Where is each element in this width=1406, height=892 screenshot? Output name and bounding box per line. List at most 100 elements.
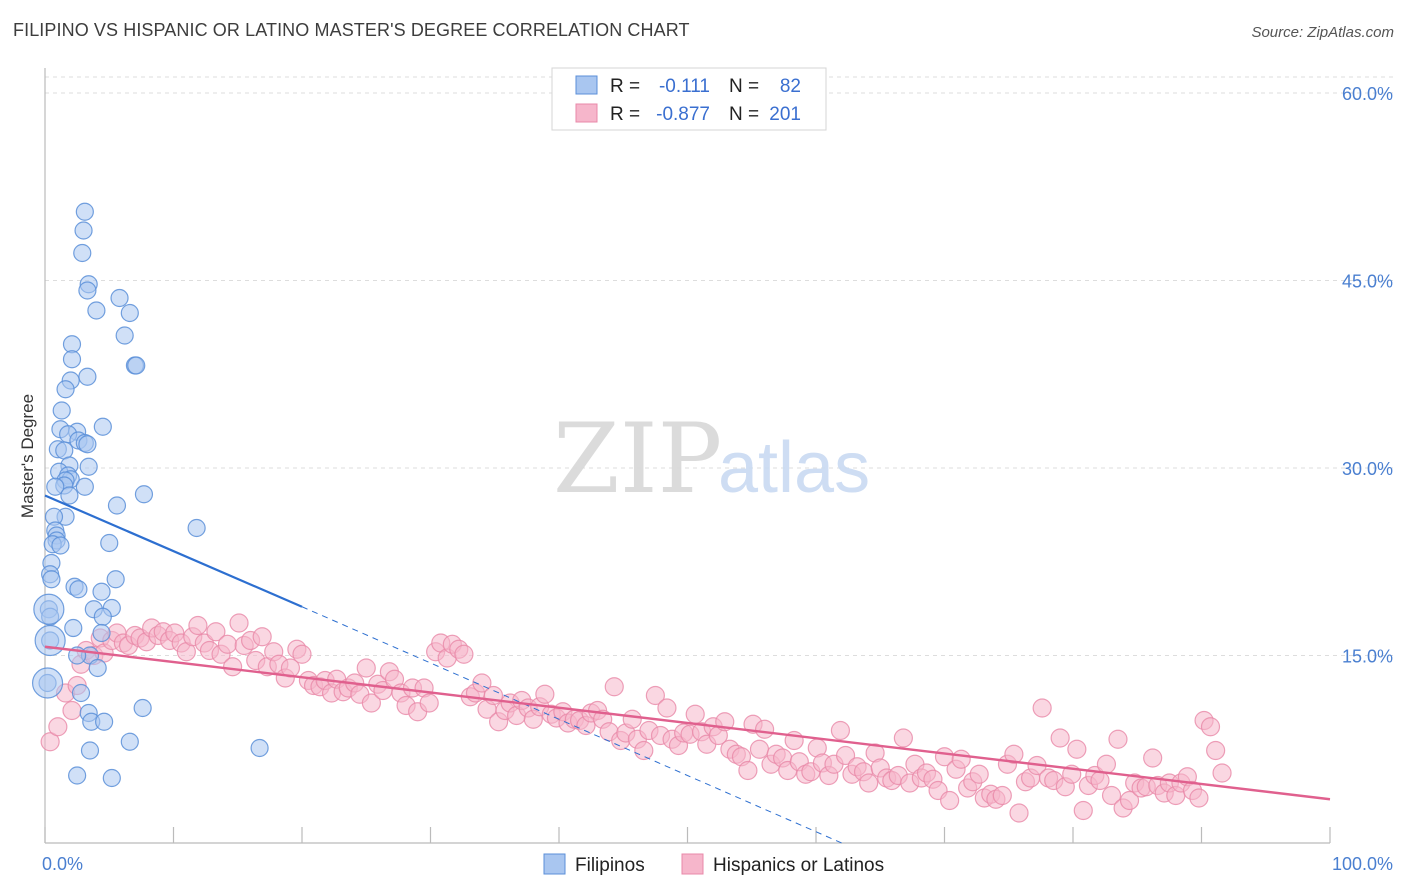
filipino-point-52 (69, 580, 88, 599)
hispanic-point-201 (1206, 740, 1226, 761)
watermark: ZIP atlas (553, 403, 870, 515)
filipino-point-10 (62, 350, 82, 369)
bottom-legend-swatch-filipinos (543, 853, 566, 875)
filipino-point-36 (60, 486, 79, 505)
x-ticks (44, 827, 1331, 843)
hispanic-point-1 (48, 717, 68, 737)
filipino-point-40 (187, 518, 206, 538)
hispanic-point-200 (1200, 717, 1221, 737)
legend-n-label-2: N = (729, 104, 759, 125)
hispanic-point-186 (1119, 790, 1140, 811)
hispanic-point-111 (685, 704, 705, 724)
filipino-point-26 (79, 457, 98, 476)
hispanic-point-122 (749, 739, 770, 759)
hispanic-point-155 (940, 790, 960, 811)
filipino-point-66 (71, 683, 91, 703)
filipino-point-13 (78, 367, 97, 386)
hispanic-point-160 (969, 764, 989, 784)
filipino-point-0 (75, 202, 94, 221)
filipino-point-large-0 (31, 667, 64, 699)
hispanic-point-181 (1090, 770, 1110, 791)
hispanic-point-55 (361, 693, 381, 713)
hispanic-point-65 (419, 693, 439, 713)
hispanic-point-71 (454, 644, 474, 664)
filipino-point-53 (92, 582, 111, 601)
filipino-point-8 (115, 326, 134, 345)
filipino-point-34 (46, 477, 65, 496)
hispanic-point-0 (40, 732, 60, 752)
hispanic-points (40, 613, 1232, 823)
filipino-trend-line (44, 494, 303, 608)
hispanic-point-32 (229, 613, 249, 633)
hispanic-point-178 (1073, 800, 1093, 821)
filipino-point-70 (95, 712, 114, 731)
bottom-legend-label-filipinos: Filipinos (575, 855, 645, 876)
watermark-zip: ZIP (553, 403, 722, 515)
legend-r-value-2: -0.877 (656, 104, 710, 125)
filipino-point-16 (52, 401, 71, 420)
hispanic-point-100 (622, 709, 642, 729)
hispanic-point-167 (1009, 803, 1029, 823)
filipino-point-large-1 (34, 624, 66, 657)
x-tick-label-min: 0.0% (42, 854, 83, 874)
filipino-point-35 (134, 485, 154, 504)
hispanic-point-157 (951, 749, 971, 769)
filipino-point-72 (250, 738, 269, 758)
hispanic-point-183 (1101, 785, 1122, 806)
hispanic-point-123 (754, 719, 775, 739)
legend-r-label-2: R = (610, 104, 640, 125)
bottom-legend-swatch-hispanics (681, 853, 704, 875)
filipino-point-4 (78, 281, 97, 300)
filipino-point-73 (80, 741, 100, 760)
source-label: Source: ZipAtlas.com (1251, 24, 1394, 41)
y-tick-label-45: 45.0% (1342, 272, 1393, 292)
legend-swatch-filipinos (575, 75, 598, 95)
filipino-point-75 (102, 768, 121, 788)
hispanic-point-36 (252, 627, 272, 647)
filipino-point-15 (56, 380, 75, 399)
filipino-point-2 (73, 243, 92, 263)
hispanic-point-182 (1096, 754, 1117, 774)
stats-legend-box (551, 67, 827, 131)
hispanic-point-164 (992, 785, 1012, 806)
hispanic-point-184 (1108, 729, 1128, 749)
hispanic-point-97 (604, 677, 624, 697)
hispanic-point-198 (1189, 788, 1209, 808)
filipino-point-67 (133, 698, 152, 718)
filipino-point-44 (100, 533, 119, 553)
hispanic-point-3 (62, 700, 82, 721)
grid-lines (45, 76, 1393, 656)
filipino-points (31, 202, 269, 788)
filipino-point-64 (88, 658, 107, 678)
filipino-point-58 (93, 607, 112, 626)
filipino-point-5 (110, 288, 129, 308)
filipino-point-large-2 (33, 593, 65, 625)
filipino-point-71 (120, 732, 139, 751)
filipino-point-7 (120, 303, 139, 323)
filipino-point-74 (68, 766, 87, 785)
hispanic-point-104 (645, 685, 665, 706)
filipino-point-12 (127, 356, 146, 375)
y-tick-label-15: 15.0% (1342, 647, 1393, 667)
filipino-point-23 (78, 435, 97, 454)
bottom-legend-label-hispanics: Hispanics or Latinos (713, 855, 884, 876)
hispanic-point-102 (634, 740, 654, 761)
watermark-atlas: atlas (718, 428, 870, 508)
filipino-point-17 (93, 417, 112, 436)
hispanic-point-177 (1067, 739, 1087, 759)
filipino-point-37 (107, 496, 127, 515)
trend-lines (44, 494, 1331, 844)
filipino-point-59 (64, 618, 83, 638)
filipino-point-60 (92, 623, 111, 643)
hispanic-point-174 (1050, 728, 1070, 748)
hispanic-point-54 (356, 658, 376, 678)
hispanic-point-25 (188, 615, 208, 636)
hispanic-point-147 (893, 728, 913, 748)
y-axis-label: Master's Degree (18, 394, 37, 518)
legend-n-value-1: 82 (780, 76, 801, 97)
hispanic-point-190 (1143, 748, 1163, 768)
hispanic-point-166 (1004, 744, 1024, 764)
chart-title: FILIPINO VS HISPANIC OR LATINO MASTER'S … (13, 20, 690, 40)
filipino-point-46 (51, 536, 70, 555)
